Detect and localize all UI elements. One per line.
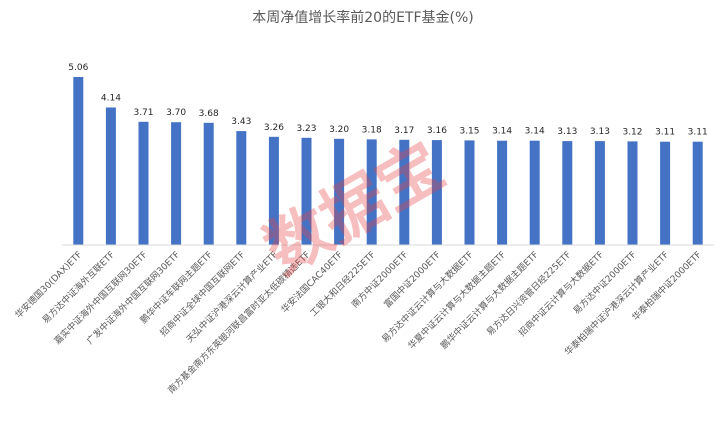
bar xyxy=(236,131,247,245)
bar xyxy=(301,137,312,245)
category-label: 富国中证2000ETF xyxy=(381,249,443,311)
value-labels-group: 5.06 4.14 3.71 3.70 3.68 3.43 3.26 3.23 3.20 3.18… xyxy=(68,63,707,138)
category-label: 华安德国30(DAX)ETF xyxy=(12,249,84,321)
bar xyxy=(203,122,214,245)
data-label: 4.14 xyxy=(101,94,121,104)
data-label: 3.17 xyxy=(394,126,414,136)
data-label: 3.16 xyxy=(427,126,447,136)
bar xyxy=(660,141,671,245)
category-labels-group: 华安德国30(DAX)ETF易方达中证海外互联ETF嘉实中证海外中国互联网30E… xyxy=(12,249,703,396)
chart-title: 本周净值增长率前20的ETF基金(%) xyxy=(252,9,474,26)
data-label: 3.43 xyxy=(231,117,251,127)
category-label: 易方达中证2000ETF xyxy=(571,249,639,317)
data-label: 3.18 xyxy=(362,125,382,135)
data-label: 3.14 xyxy=(525,127,545,137)
bar xyxy=(334,138,345,245)
bar xyxy=(105,107,116,245)
data-label: 3.15 xyxy=(459,126,479,136)
bar xyxy=(562,141,573,245)
bar xyxy=(171,122,182,245)
data-label: 3.11 xyxy=(655,128,675,138)
bar xyxy=(594,141,605,245)
bar xyxy=(138,121,149,245)
bar xyxy=(73,77,84,245)
bar xyxy=(692,141,703,245)
bar xyxy=(497,140,508,245)
bar xyxy=(366,139,377,245)
bar xyxy=(529,140,540,245)
data-label: 3.14 xyxy=(492,127,512,137)
data-label: 3.68 xyxy=(199,109,219,119)
category-label: 南方中证2000ETF xyxy=(349,249,411,311)
data-label: 3.23 xyxy=(296,124,316,134)
bar xyxy=(268,136,279,245)
bar xyxy=(627,141,638,245)
data-label: 3.11 xyxy=(688,128,708,138)
data-label: 3.13 xyxy=(557,127,577,137)
data-label: 3.26 xyxy=(264,123,284,133)
bar xyxy=(431,140,442,245)
data-label: 3.71 xyxy=(133,108,153,118)
bar xyxy=(464,140,475,245)
data-label: 3.12 xyxy=(622,127,642,137)
data-label: 3.70 xyxy=(166,108,186,118)
data-label: 3.13 xyxy=(590,127,610,137)
bars-group xyxy=(73,77,703,245)
data-label: 5.06 xyxy=(68,63,88,73)
data-label: 3.20 xyxy=(329,125,349,135)
bar xyxy=(399,139,410,245)
